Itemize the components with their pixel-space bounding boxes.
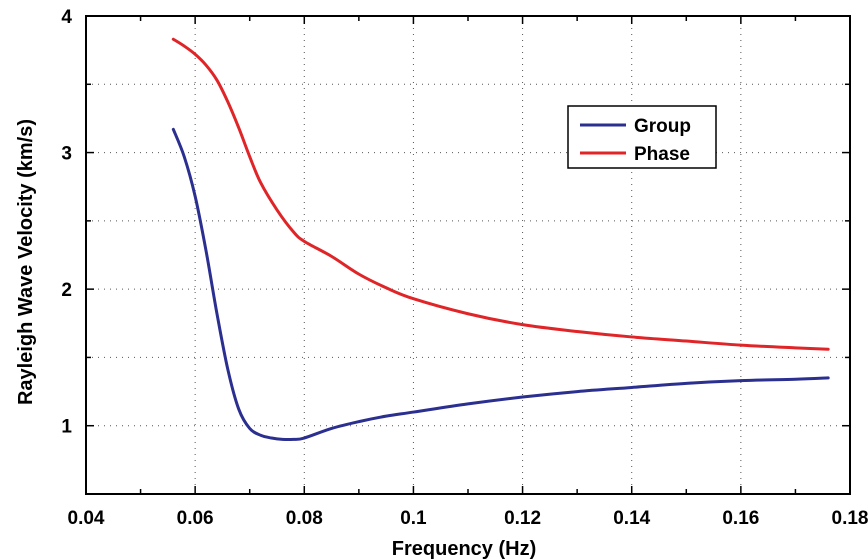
legend-label-phase: Phase <box>634 144 690 165</box>
y-tick-label: 3 <box>61 144 72 165</box>
x-tick-label: 0.18 <box>832 508 868 529</box>
y-tick-label: 2 <box>61 280 72 301</box>
x-tick-label: 0.12 <box>504 508 541 529</box>
legend-label-group: Group <box>634 116 691 137</box>
x-tick-label: 0.06 <box>177 508 214 529</box>
y-axis-label: Rayleigh Wave Velocity (km/s) <box>15 119 37 405</box>
x-axis-label: Frequency (Hz) <box>392 538 536 560</box>
y-tick-label: 4 <box>61 7 72 28</box>
x-tick-label: 0.08 <box>286 508 323 529</box>
x-tick-label: 0.16 <box>722 508 759 529</box>
y-tick-label: 1 <box>61 417 72 438</box>
grid <box>86 16 850 494</box>
series-line-group <box>171 127 830 442</box>
series-line-phase <box>171 37 830 351</box>
y-tick-labels: 1 2 3 4 <box>61 7 72 438</box>
plot-frame <box>85 15 851 495</box>
series-lines <box>171 37 830 442</box>
x-tick-labels: 0.04 0.06 0.08 0.1 0.12 0.14 0.16 0.18 <box>68 508 868 529</box>
x-tick-label: 0.14 <box>613 508 650 529</box>
x-tick-label: 0.04 <box>68 508 105 529</box>
x-tick-label: 0.1 <box>400 508 427 529</box>
legend-box <box>567 105 717 169</box>
ticks <box>85 15 851 495</box>
legend: Group Phase <box>567 105 717 169</box>
